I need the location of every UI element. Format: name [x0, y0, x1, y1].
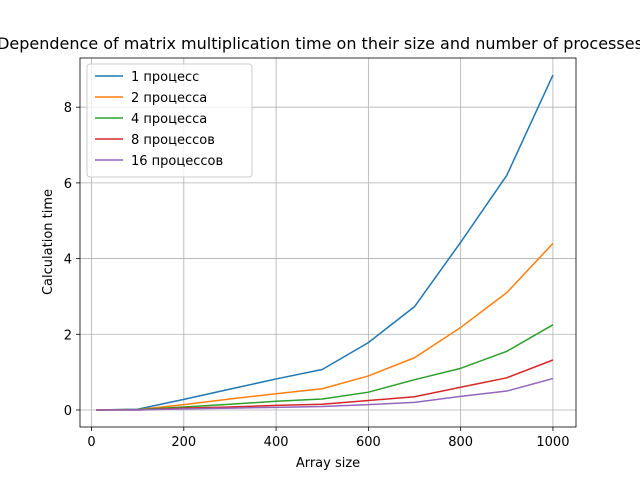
series-lines	[96, 74, 554, 411]
y-axis-label: Calculation time	[41, 189, 56, 295]
chart-title: Dependence of matrix multiplication time…	[0, 34, 640, 53]
legend: 1 процесс 2 процесса 4 процесса 8 процессов…	[86, 63, 253, 178]
x-tick-label: 200	[171, 435, 196, 450]
legend-box	[86, 63, 253, 178]
legend-label: 1 процесс	[131, 70, 199, 85]
x-tick-label: 1000	[536, 435, 569, 450]
x-tick-label: 600	[356, 435, 381, 450]
x-tick-label: 400	[264, 435, 289, 450]
plot-frame	[79, 57, 577, 428]
series-line-4	[96, 377, 554, 411]
series-line-2	[96, 324, 554, 411]
series-line-1	[96, 242, 554, 411]
axis-ticks: 0 200 400 600 800 1000 0 2 4 6 8	[64, 101, 570, 450]
x-axis-label: Array size	[296, 456, 360, 471]
y-tick-label: 8	[64, 101, 72, 116]
series-line-0	[96, 74, 554, 411]
legend-label: 2 процесса	[131, 91, 207, 106]
y-tick-label: 6	[64, 177, 72, 192]
y-tick-label: 0	[64, 404, 72, 419]
x-tick-label: 0	[87, 435, 95, 450]
legend-label: 4 процесса	[131, 112, 207, 127]
x-tick-label: 800	[448, 435, 473, 450]
y-tick-label: 2	[64, 328, 72, 343]
y-tick-label: 4	[64, 253, 72, 268]
legend-label: 8 процессов	[131, 133, 215, 148]
legend-label: 16 процессов	[131, 154, 223, 169]
